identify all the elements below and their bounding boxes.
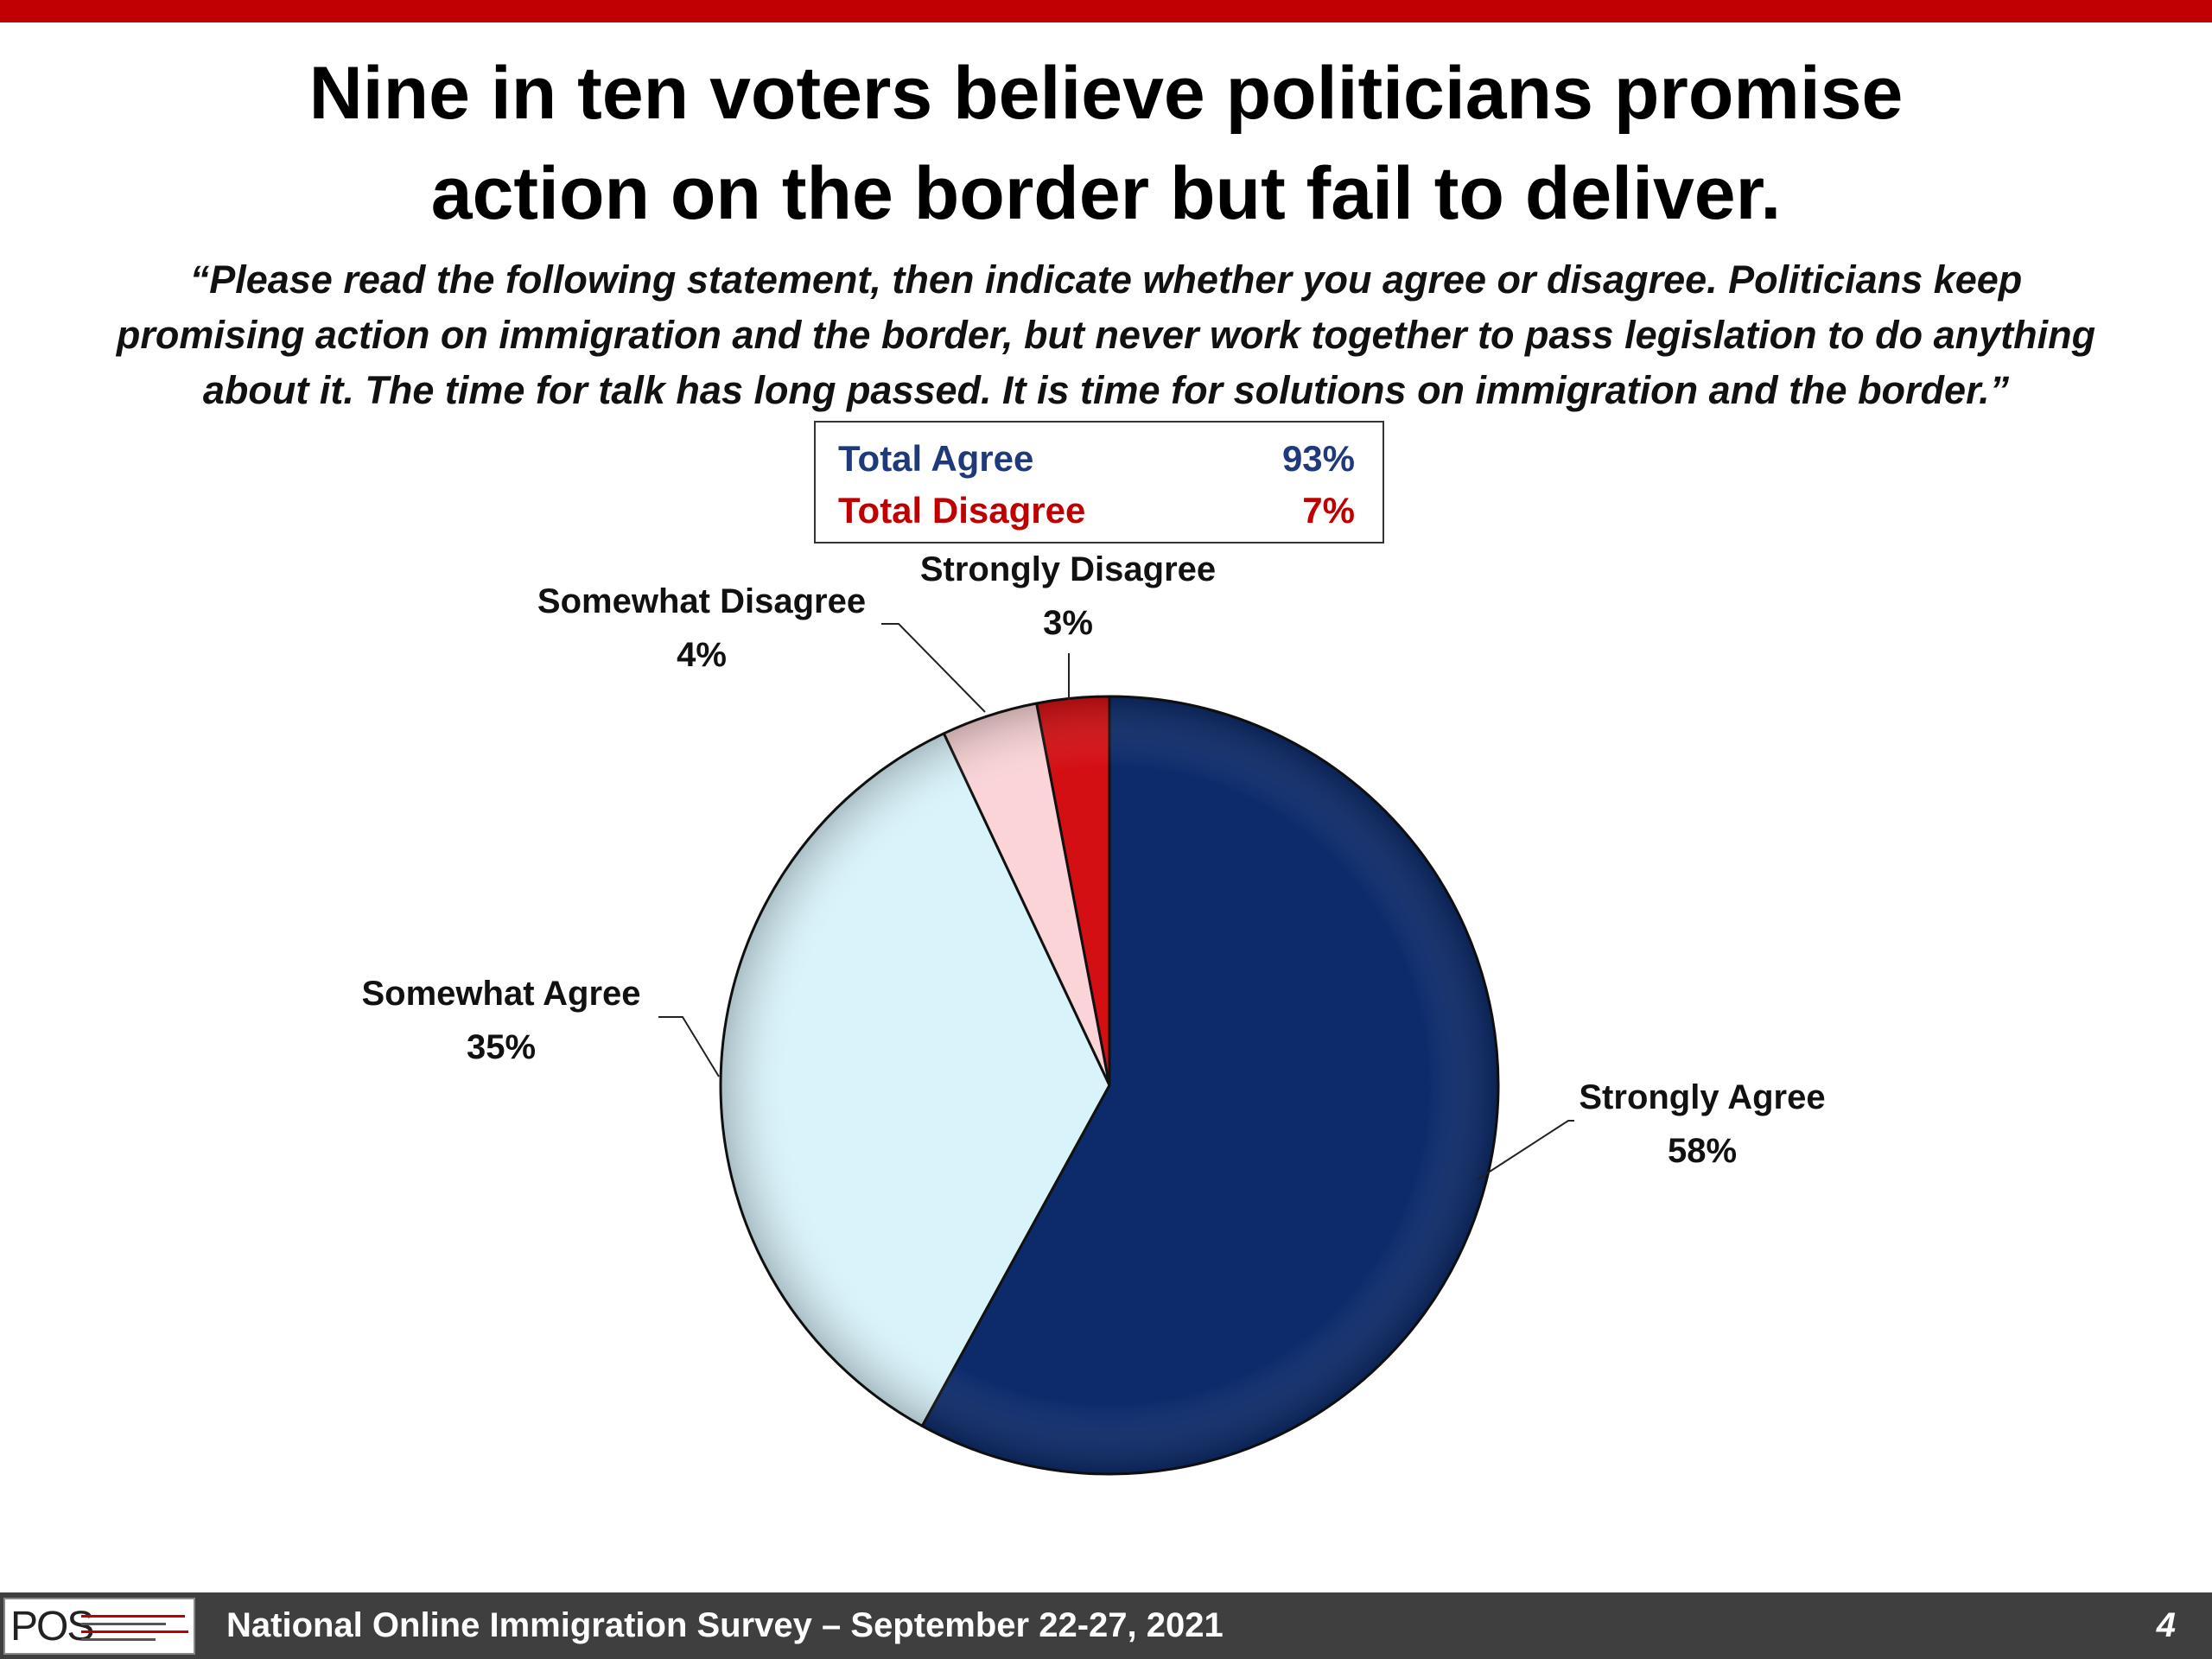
slide-title: Nine in ten voters believe politicians p… [156, 43, 2056, 244]
slice-value-somewhat-agree: 35% [467, 1028, 536, 1066]
summary-row-disagree: Total Disagree 7% [838, 485, 1355, 537]
leader-line-somewhat-disagree [881, 623, 986, 713]
footer-survey-text: National Online Immigration Survey – Sep… [226, 1606, 1224, 1644]
footer-bar: POS National Online Immigration Survey –… [0, 1592, 2212, 1659]
title-line-1: Nine in ten voters believe politicians p… [308, 52, 1904, 135]
title-line-2: action on the border but fail to deliver… [430, 152, 1782, 235]
top-accent-bar [0, 0, 2212, 22]
slice-value-strongly-agree: 58% [1668, 1132, 1737, 1170]
leader-line-strongly-agree [1477, 1120, 1574, 1180]
leader-line-somewhat-agree [658, 1016, 720, 1077]
slice-label-strongly-agree: Strongly Agree [1579, 1078, 1825, 1116]
question-line-3: about it. The time for talk has long pas… [202, 368, 2010, 412]
page-number: 4 [2156, 1606, 2176, 1644]
total-agree-label: Total Agree [838, 438, 1034, 479]
survey-question: “Please read the following statement, th… [60, 252, 2152, 418]
total-agree-value: 93% [1281, 438, 1355, 479]
logo-lines-icon [81, 1615, 188, 1641]
total-disagree-label: Total Disagree [838, 490, 1086, 531]
slice-value-somewhat-disagree: 4% [677, 636, 727, 674]
slice-label-somewhat-agree: Somewhat Agree [361, 975, 640, 1013]
question-line-1: “Please read the following statement, th… [189, 257, 2023, 302]
summary-row-agree: Total Agree 93% [838, 433, 1355, 485]
slice-label-somewhat-disagree: Somewhat Disagree [537, 582, 866, 620]
logo-text: POS [10, 1604, 94, 1649]
pos-logo: POS [3, 1598, 195, 1655]
summary-box: Total Agree 93% Total Disagree 7% [814, 421, 1384, 543]
slice-value-strongly-disagree: 3% [1043, 604, 1093, 642]
total-disagree-value: 7% [1302, 490, 1355, 531]
question-line-2: promising action on immigration and the … [116, 313, 2096, 357]
slice-label-strongly-disagree: Strongly Disagree [920, 550, 1216, 588]
